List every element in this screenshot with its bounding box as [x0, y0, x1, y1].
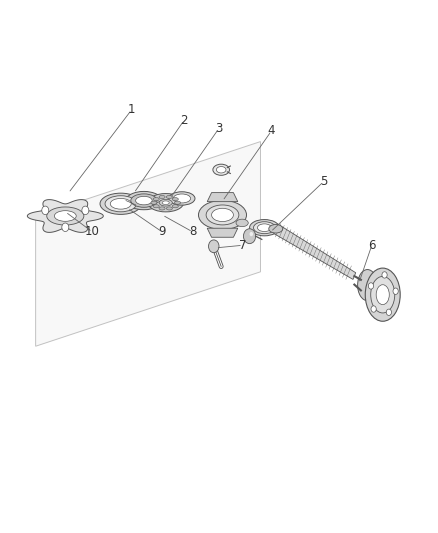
Ellipse shape: [206, 205, 239, 225]
Circle shape: [82, 206, 89, 215]
Polygon shape: [207, 192, 238, 201]
Ellipse shape: [166, 207, 173, 210]
Ellipse shape: [151, 201, 157, 204]
Polygon shape: [27, 200, 103, 232]
Text: 7: 7: [239, 239, 247, 252]
Circle shape: [62, 223, 69, 231]
Circle shape: [382, 272, 387, 278]
Ellipse shape: [159, 196, 165, 198]
Ellipse shape: [174, 201, 180, 204]
Text: 2: 2: [180, 114, 188, 127]
Ellipse shape: [213, 164, 230, 175]
Ellipse shape: [254, 222, 276, 233]
Ellipse shape: [159, 207, 165, 210]
Ellipse shape: [148, 193, 184, 212]
Ellipse shape: [47, 207, 84, 225]
Polygon shape: [274, 224, 356, 279]
Text: 4: 4: [268, 124, 275, 138]
Ellipse shape: [153, 205, 159, 208]
Ellipse shape: [216, 166, 226, 173]
Text: 8: 8: [189, 225, 197, 238]
Ellipse shape: [258, 224, 272, 231]
Text: 5: 5: [320, 175, 328, 188]
Ellipse shape: [105, 196, 137, 212]
Polygon shape: [35, 142, 261, 346]
Text: 9: 9: [159, 225, 166, 238]
Ellipse shape: [173, 194, 191, 203]
Ellipse shape: [136, 196, 152, 205]
Ellipse shape: [212, 208, 233, 222]
Ellipse shape: [159, 199, 172, 206]
Ellipse shape: [236, 219, 248, 227]
Ellipse shape: [357, 270, 377, 301]
Text: 3: 3: [215, 122, 223, 135]
Ellipse shape: [365, 268, 400, 321]
Ellipse shape: [110, 198, 131, 209]
Text: 6: 6: [368, 239, 375, 252]
Ellipse shape: [371, 277, 395, 313]
Circle shape: [244, 229, 256, 244]
Circle shape: [208, 240, 219, 253]
Ellipse shape: [269, 224, 283, 233]
Text: 10: 10: [85, 225, 100, 238]
Ellipse shape: [198, 200, 247, 230]
Ellipse shape: [162, 201, 169, 205]
Ellipse shape: [126, 191, 162, 209]
Text: 1: 1: [128, 103, 135, 116]
Ellipse shape: [250, 220, 279, 236]
Ellipse shape: [131, 194, 157, 207]
Polygon shape: [207, 228, 238, 237]
Ellipse shape: [166, 196, 173, 198]
Circle shape: [368, 282, 374, 289]
Ellipse shape: [100, 193, 141, 214]
Ellipse shape: [169, 192, 195, 205]
Ellipse shape: [376, 285, 389, 305]
Ellipse shape: [172, 205, 178, 208]
Circle shape: [386, 309, 392, 316]
Circle shape: [393, 288, 398, 294]
Ellipse shape: [54, 211, 76, 221]
Circle shape: [371, 306, 376, 312]
Ellipse shape: [250, 232, 253, 236]
Ellipse shape: [172, 198, 178, 201]
Ellipse shape: [153, 198, 159, 201]
Circle shape: [42, 206, 49, 215]
